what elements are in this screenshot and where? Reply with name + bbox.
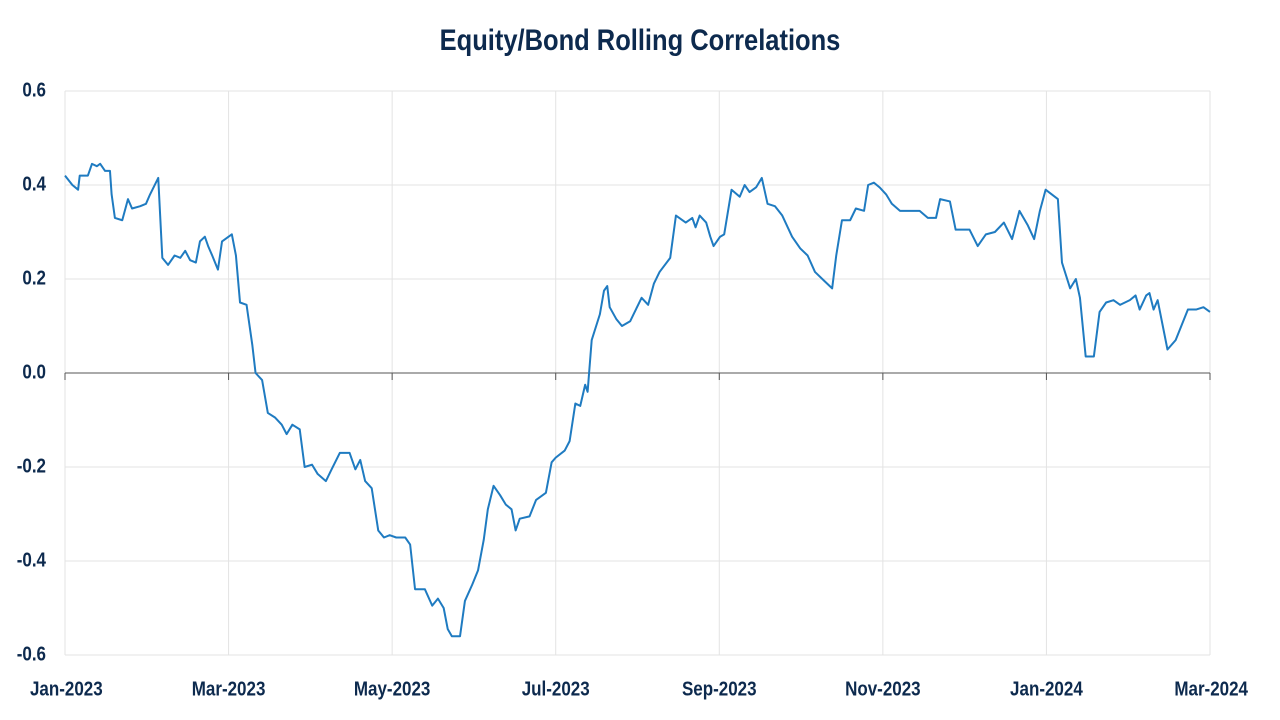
chart-title: Equity/Bond Rolling Correlations	[440, 23, 841, 56]
x-tick-label: Jan-2023	[30, 677, 103, 700]
y-tick-label: -0.4	[17, 548, 47, 571]
y-tick-label: 0.6	[22, 78, 46, 101]
x-tick-label: Jul-2023	[522, 677, 590, 700]
x-tick-label: Jan-2024	[1010, 677, 1083, 700]
y-tick-label: 0.4	[22, 172, 46, 195]
x-tick-label: Sep-2023	[682, 677, 757, 700]
y-tick-label: -0.2	[17, 454, 46, 477]
x-tick-label: May-2023	[354, 677, 430, 700]
y-tick-label: 0.0	[22, 360, 46, 383]
data-line	[64, 162, 1211, 638]
x-tick-label: Mar-2023	[192, 677, 266, 700]
x-tick-label: Mar-2024	[1174, 677, 1248, 700]
y-tick-label: -0.6	[17, 642, 46, 665]
x-tick-label: Nov-2023	[845, 677, 921, 700]
y-tick-label: 0.2	[22, 266, 46, 289]
